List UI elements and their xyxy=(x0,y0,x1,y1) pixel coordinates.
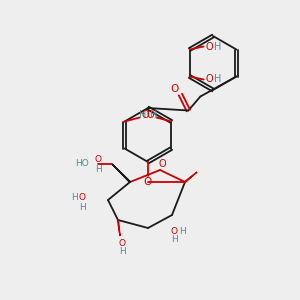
Text: H: H xyxy=(214,74,221,85)
Text: O: O xyxy=(142,110,149,119)
Text: O: O xyxy=(206,41,213,52)
Text: O: O xyxy=(170,226,178,236)
Text: O: O xyxy=(206,74,213,85)
Text: O: O xyxy=(158,159,166,169)
Text: H: H xyxy=(171,236,177,244)
Text: O: O xyxy=(79,194,86,202)
Text: O: O xyxy=(118,238,125,247)
Text: H: H xyxy=(150,110,157,119)
Text: O: O xyxy=(147,110,154,119)
Text: H: H xyxy=(214,41,221,52)
Polygon shape xyxy=(118,220,120,236)
Polygon shape xyxy=(112,164,130,182)
Text: HO: HO xyxy=(75,160,89,169)
Text: H: H xyxy=(94,166,101,175)
Text: H: H xyxy=(118,247,125,256)
Text: O: O xyxy=(144,177,152,187)
Text: H: H xyxy=(70,194,77,202)
Text: H: H xyxy=(139,110,146,119)
Text: O: O xyxy=(94,154,101,164)
Text: O: O xyxy=(170,83,178,94)
Text: H: H xyxy=(178,226,185,236)
Polygon shape xyxy=(185,172,197,182)
Text: H: H xyxy=(79,203,86,212)
